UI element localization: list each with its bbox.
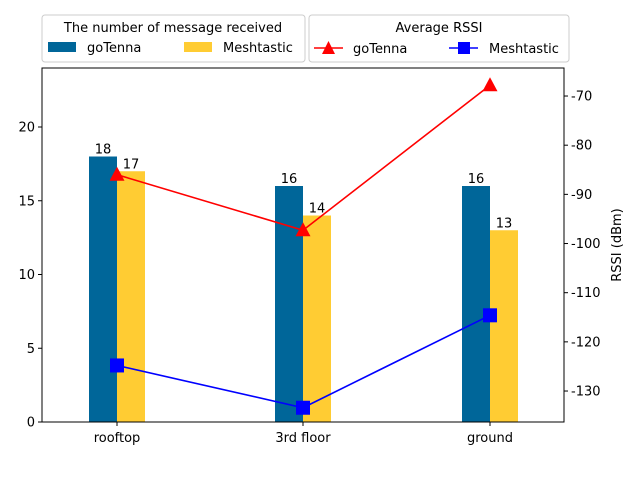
left-tick-label: 5 [27, 342, 35, 357]
x-axis: rooftop 3rd floor ground [94, 422, 513, 446]
legend-swatch-meshtastic-bar [184, 42, 212, 52]
legend-marker-meshtastic [458, 42, 470, 54]
bar-value-label: 16 [468, 172, 485, 187]
point-gotenna-rooftop [109, 166, 125, 181]
left-tick-label: 20 [18, 121, 35, 136]
x-tick-label: 3rd floor [275, 431, 331, 446]
legend-swatch-gotenna-bar [48, 42, 76, 52]
bar-gotenna-rooftop [89, 156, 117, 422]
legend-marker-gotenna [322, 41, 335, 54]
bar-meshtastic-3rd-floor [303, 215, 331, 422]
line-legend-frame [308, 14, 570, 63]
bar-legend-title: The number of message received [63, 21, 282, 36]
bar-gotenna-3rd-floor [275, 186, 303, 422]
point-gotenna-3rd-floor [295, 222, 311, 237]
point-gotenna-ground [482, 77, 498, 92]
bar-gotenna-ground [462, 186, 490, 422]
right-tick-label: -130 [571, 385, 601, 400]
bar-legend: The number of message received goTenna M… [41, 14, 306, 63]
legend-label-gotenna-bar: goTenna [87, 41, 141, 56]
bar-meshtastic-ground [490, 230, 518, 422]
left-axis: 0 5 10 15 20 [18, 121, 42, 431]
line-legend: Average RSSI goTenna Meshtastic [308, 14, 570, 63]
bar-value-labels: 18 16 16 17 14 13 [95, 143, 513, 232]
legend-label-meshtastic-line: Meshtastic [489, 42, 559, 57]
x-tick-label: ground [467, 431, 513, 446]
line-gotenna [116, 84, 491, 232]
bar-value-label: 14 [309, 202, 326, 217]
bar-value-label: 16 [281, 172, 298, 187]
left-tick-label: 0 [27, 416, 35, 431]
lines-layer [109, 77, 498, 415]
bar-value-label: 17 [123, 157, 140, 172]
right-tick-label: -80 [571, 139, 592, 154]
bar-value-label: 13 [496, 216, 513, 231]
right-tick-label: -100 [571, 237, 601, 252]
right-axis-label: RSSI (dBm) [610, 208, 625, 281]
bar-legend-frame [41, 14, 306, 63]
bar-value-label: 18 [95, 143, 112, 158]
point-meshtastic-ground [483, 308, 497, 323]
bars-layer [89, 156, 518, 422]
right-axis: -130 -120 -110 -100 -90 -80 -70 [564, 90, 601, 400]
legend-label-gotenna-line: goTenna [353, 42, 407, 57]
right-tick-label: -90 [571, 188, 592, 203]
line-legend-title: Average RSSI [396, 21, 483, 36]
left-tick-label: 10 [18, 268, 35, 283]
x-tick-label: rooftop [94, 431, 141, 446]
bar-meshtastic-rooftop [117, 171, 145, 422]
right-tick-label: -120 [571, 335, 601, 350]
right-tick-label: -70 [571, 90, 592, 105]
point-meshtastic-rooftop [110, 358, 124, 373]
legend-label-meshtastic-bar: Meshtastic [223, 41, 293, 56]
left-tick-label: 15 [18, 194, 35, 209]
point-meshtastic-3rd-floor [296, 400, 310, 415]
right-tick-label: -110 [571, 286, 601, 301]
